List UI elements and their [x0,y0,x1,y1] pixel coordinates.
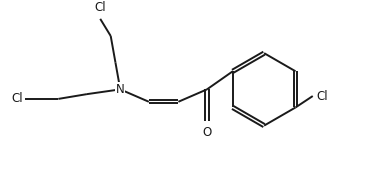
Text: N: N [116,83,125,96]
Text: Cl: Cl [317,90,328,103]
Text: Cl: Cl [12,92,23,105]
Text: O: O [202,126,212,139]
Text: Cl: Cl [94,1,106,14]
